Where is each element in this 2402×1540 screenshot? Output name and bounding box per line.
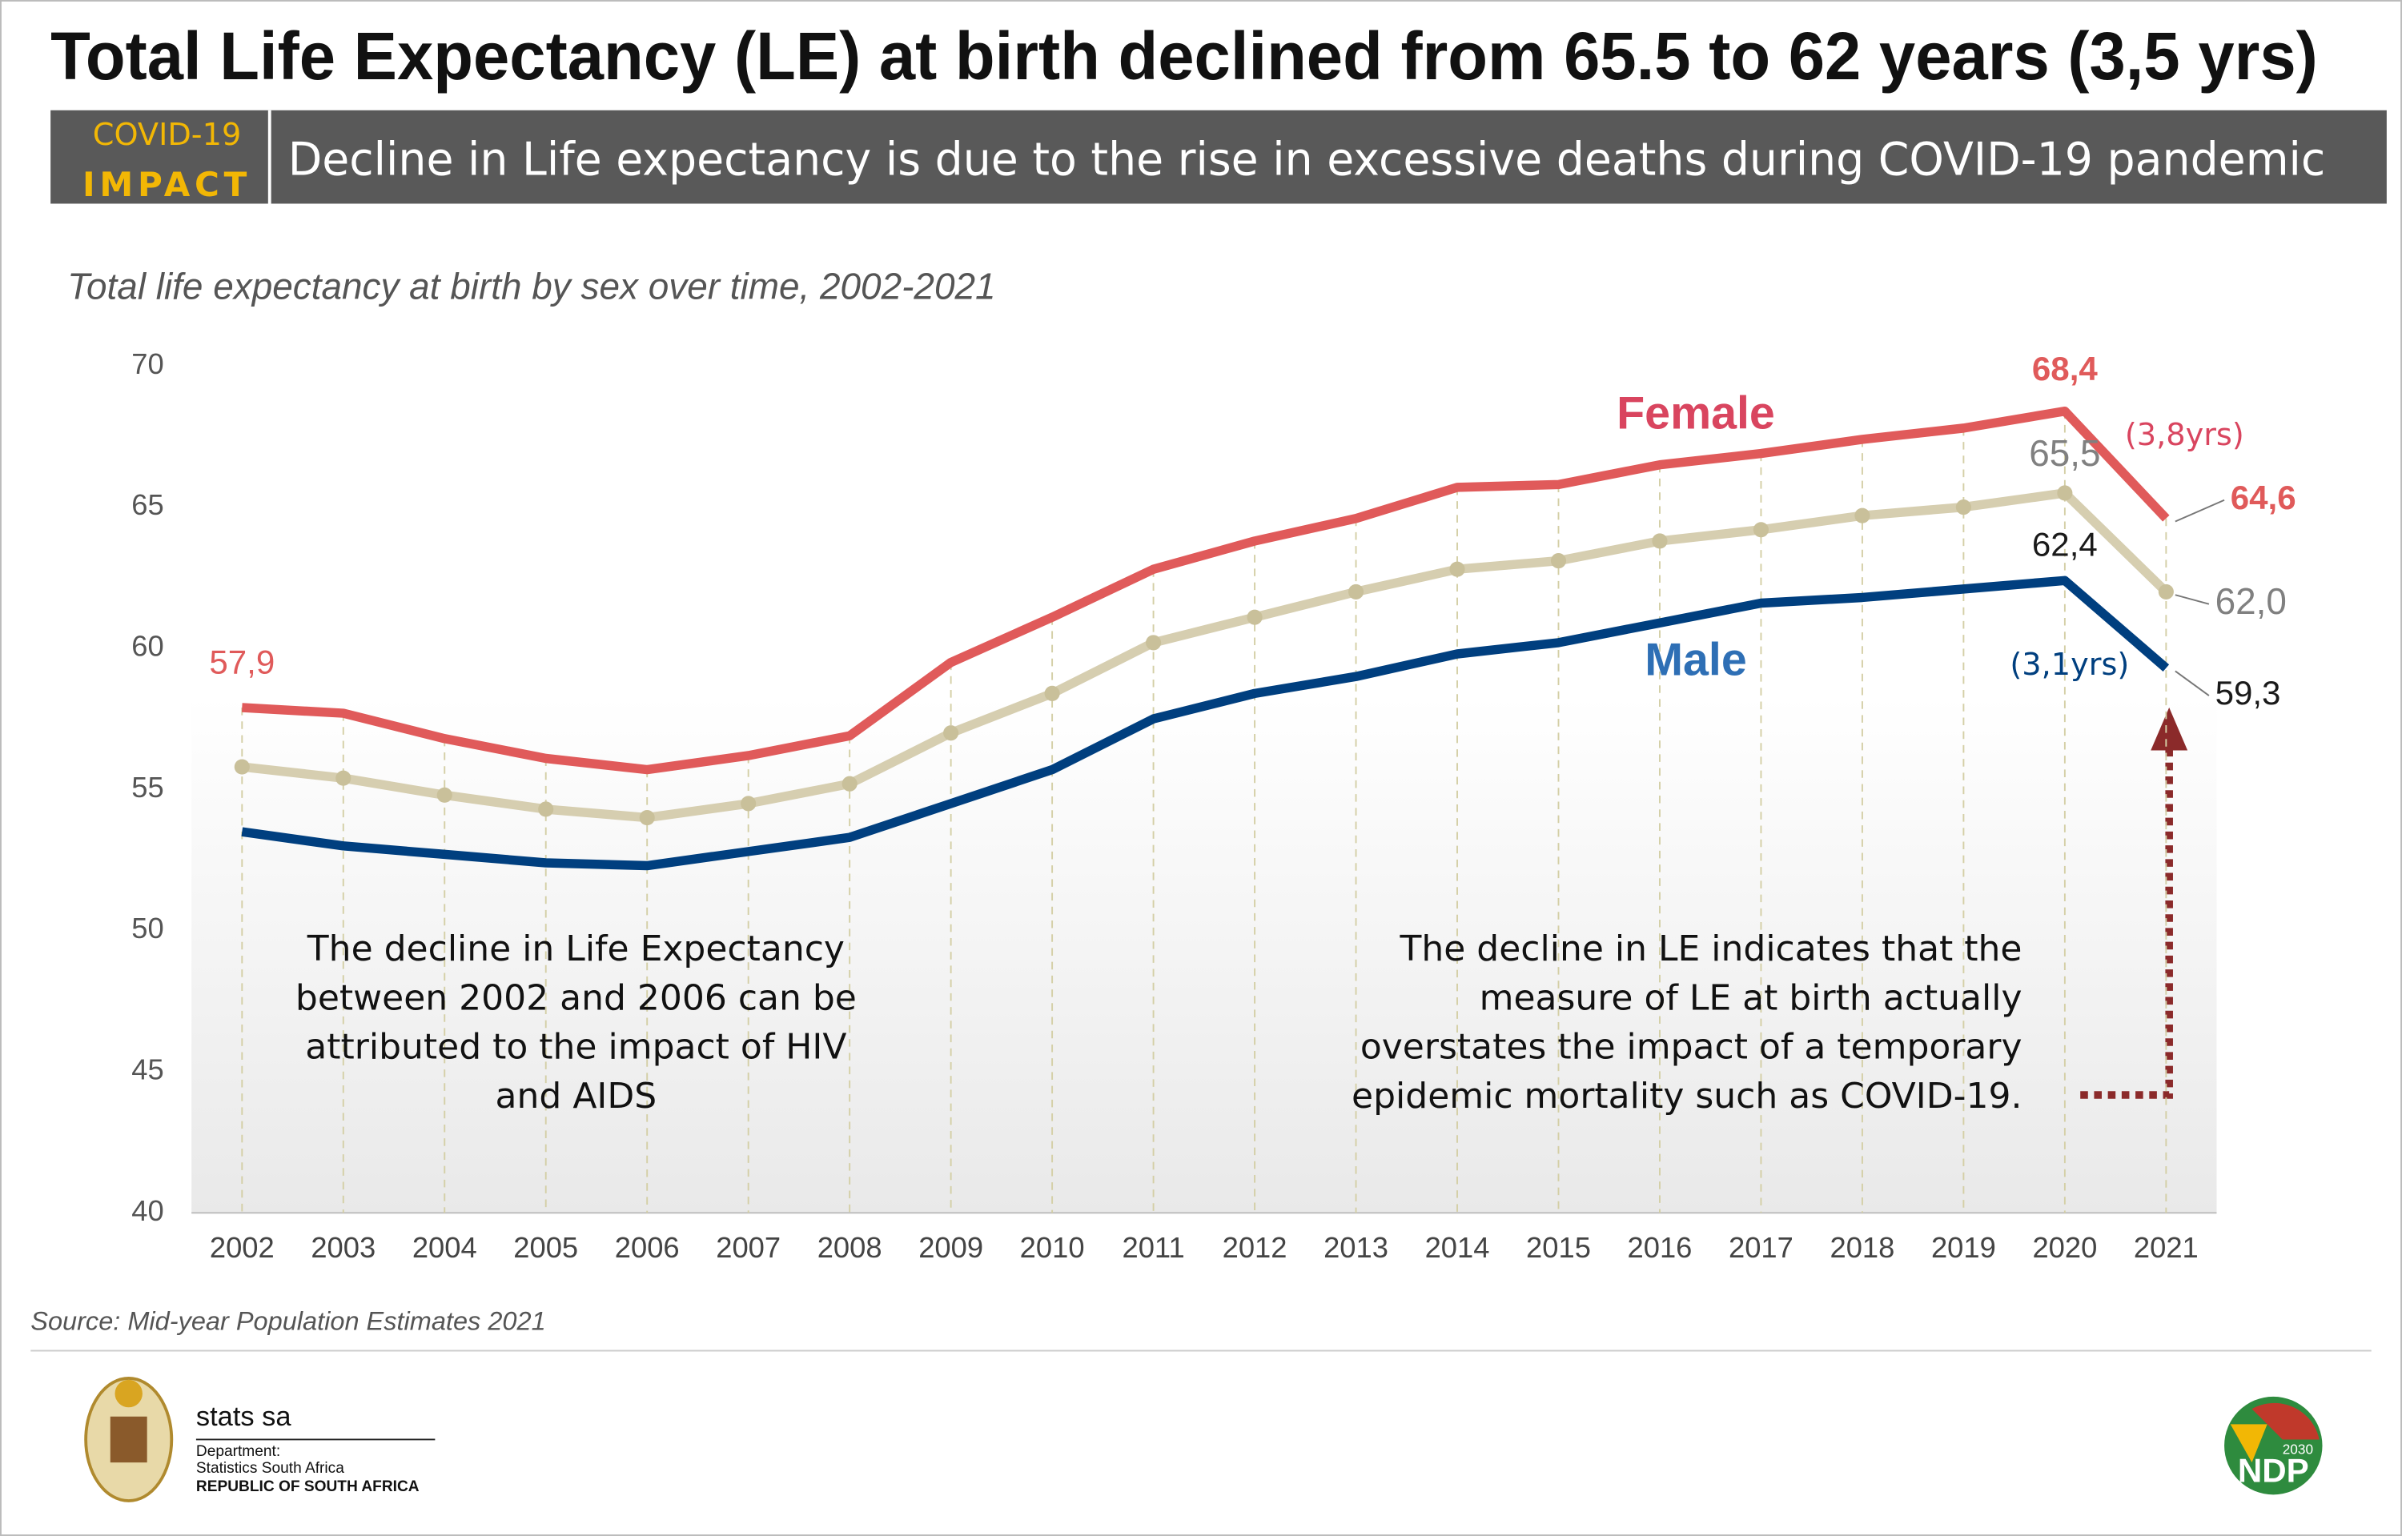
- x-tick-label: 2015: [1526, 1231, 1591, 1264]
- x-tick-label: 2007: [716, 1231, 781, 1264]
- tag: COVID-19: [93, 117, 242, 153]
- y-tick-label: 60: [131, 630, 163, 663]
- y-tick-label: 70: [131, 347, 163, 380]
- plot-shade: [191, 696, 2217, 1213]
- note-line: attributed to the impact of HIV: [305, 1027, 846, 1068]
- point: [1652, 533, 1668, 549]
- y-tick-label: 55: [131, 771, 163, 804]
- x-tick-label: 2012: [1223, 1231, 1287, 1264]
- x-tick-label: 2011: [1123, 1231, 1185, 1264]
- data-label: 57,9: [209, 644, 275, 681]
- note-line: and AIDS: [496, 1076, 657, 1117]
- banner: [50, 110, 2387, 204]
- note-line: The decline in LE indicates that the: [1399, 928, 2022, 969]
- point: [943, 725, 959, 741]
- x-tick-label: 2014: [1425, 1231, 1490, 1264]
- x-tick-label: 2010: [1020, 1231, 1085, 1264]
- x-tick-label: 2020: [2032, 1231, 2097, 1264]
- x-tick-label: 2002: [210, 1231, 275, 1264]
- data-label: 64,6: [2231, 479, 2296, 516]
- point: [639, 809, 655, 826]
- tag: IMPACT: [82, 165, 251, 204]
- point: [1348, 584, 1364, 600]
- series-line: [241, 406, 2170, 775]
- leader-line: [2175, 499, 2225, 523]
- data-label: 65,5: [2029, 432, 2100, 474]
- banner-text: Decline in Life expectancy is due to the…: [288, 132, 2326, 186]
- dept: Department:: [196, 1443, 280, 1460]
- ndp-text: NDP: [2238, 1452, 2309, 1490]
- leader-line: [2175, 670, 2210, 696]
- x-tick-label: 2004: [412, 1231, 477, 1264]
- point: [234, 759, 250, 775]
- dept-name: Statistics South Africa: [196, 1460, 344, 1477]
- x-tick-label: 2017: [1729, 1231, 1793, 1264]
- ndp-logo: [2224, 1396, 2323, 1495]
- x-tick-label: 2003: [311, 1231, 376, 1264]
- chart-title: Total life expectancy at birth by sex ov…: [67, 266, 995, 307]
- note-line: epidemic mortality such as COVID-19.: [1352, 1076, 2022, 1117]
- legend-label: Male: [1645, 635, 1747, 686]
- annotation: (3,1yrs): [2010, 647, 2129, 683]
- page-title: Total Life Expectancy (LE) at birth decl…: [50, 18, 2318, 94]
- note-line: overstates the impact of a temporary: [1360, 1027, 2022, 1068]
- point: [2158, 584, 2174, 600]
- point: [1044, 685, 1060, 701]
- x-tick-label: 2005: [513, 1231, 578, 1264]
- point: [538, 801, 554, 817]
- leader-line: [2175, 594, 2210, 605]
- ndp-year: 2030: [2283, 1441, 2313, 1457]
- x-tick-label: 2008: [817, 1231, 882, 1264]
- country: REPUBLIC OF SOUTH AFRICA: [196, 1478, 420, 1495]
- source: Source: Mid-year Population Estimates 20…: [30, 1307, 545, 1336]
- point: [1146, 635, 1162, 651]
- y-tick-label: 40: [131, 1194, 163, 1227]
- data-label: 59,3: [2215, 674, 2281, 712]
- point: [1247, 609, 1263, 625]
- x-tick-label: 2019: [1931, 1231, 1996, 1264]
- point: [335, 770, 351, 786]
- data-label: 62,0: [2215, 580, 2287, 622]
- point: [1955, 499, 1971, 515]
- note-line: The decline in Life Expectancy: [307, 928, 845, 969]
- y-tick-label: 45: [131, 1053, 163, 1086]
- point: [1753, 522, 1769, 538]
- arrow: [2080, 750, 2173, 1099]
- org-name: stats sa: [196, 1402, 291, 1432]
- note-line: measure of LE at birth actually: [1480, 977, 2022, 1018]
- legend-label: Female: [1617, 388, 1775, 439]
- note-line: between 2002 and 2006 can be: [295, 977, 857, 1018]
- x-tick-label: 2021: [2134, 1231, 2199, 1264]
- y-tick-label: 65: [131, 488, 163, 521]
- series-line: [241, 488, 2170, 823]
- point: [436, 787, 452, 803]
- x-tick-label: 2018: [1830, 1231, 1894, 1264]
- data-label: 68,4: [2032, 350, 2098, 387]
- x-tick-label: 2013: [1324, 1231, 1388, 1264]
- series-line: [241, 575, 2170, 871]
- point: [2057, 485, 2073, 501]
- y-tick-label: 50: [131, 912, 163, 944]
- coat-of-arms: [84, 1377, 174, 1502]
- annotation: (3,8yrs): [2125, 417, 2244, 453]
- point: [741, 796, 757, 812]
- point: [842, 776, 858, 792]
- point: [1550, 553, 1567, 569]
- point: [1449, 561, 1465, 577]
- x-tick-label: 2006: [615, 1231, 680, 1264]
- x-tick-label: 2009: [918, 1231, 983, 1264]
- point: [1854, 507, 1870, 523]
- data-label: 62,4: [2032, 525, 2098, 563]
- arrow-head: [2151, 707, 2188, 751]
- x-tick-label: 2016: [1628, 1231, 1693, 1264]
